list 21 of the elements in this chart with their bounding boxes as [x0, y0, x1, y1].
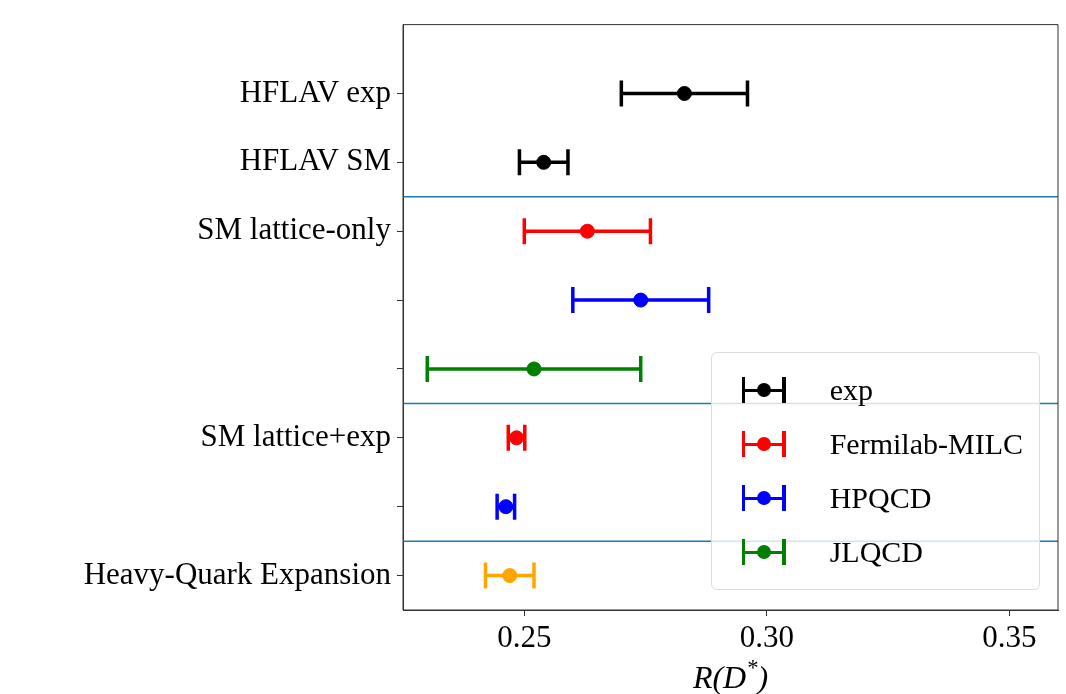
point — [509, 430, 525, 446]
point — [536, 154, 552, 170]
y-tick-label: Heavy-Quark Expansion — [83, 555, 392, 591]
y-tick-label: HFLAV SM — [239, 142, 391, 178]
point — [633, 292, 649, 308]
legend-label: HPQCD — [829, 481, 932, 515]
y-tick-label: HFLAV exp — [239, 73, 391, 109]
legend-label: exp — [829, 373, 874, 407]
y-tick-label: SM lattice-only — [197, 211, 392, 247]
legend-label: Fermilab-MILC — [829, 427, 1023, 461]
point — [526, 361, 542, 377]
x-tick-label: 0.30 — [739, 618, 795, 654]
point — [498, 499, 514, 515]
point — [676, 85, 692, 101]
y-tick-label: SM lattice+exp — [200, 417, 391, 453]
x-tick-label: 0.35 — [982, 618, 1037, 654]
point — [502, 568, 518, 584]
legend-label: JLQCD — [829, 535, 924, 569]
x-axis-title: R(D*) — [691, 655, 769, 694]
x-tick-label: 0.25 — [497, 618, 552, 654]
point — [579, 223, 595, 239]
